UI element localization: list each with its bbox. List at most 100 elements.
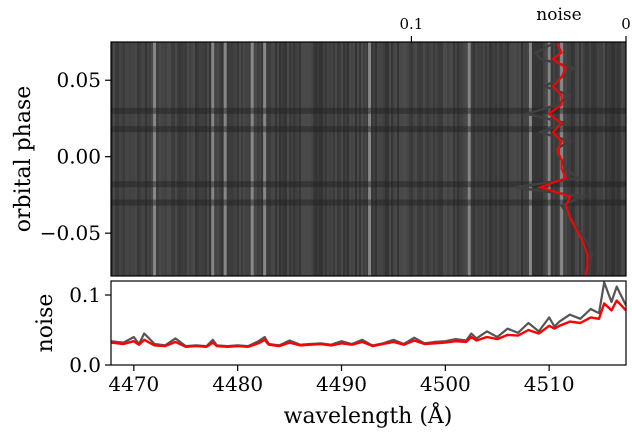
heatmap-column xyxy=(291,42,293,276)
heatmap-column xyxy=(393,42,395,276)
heatmap-column xyxy=(143,42,145,276)
heatmap-column xyxy=(511,42,513,276)
heatmap-column xyxy=(383,42,385,276)
heatmap-column xyxy=(481,42,483,276)
bottom-y-axis-label: noise xyxy=(33,294,58,353)
heatmap-column xyxy=(387,42,389,276)
heatmap-column xyxy=(157,42,159,276)
heatmap-column xyxy=(267,42,269,276)
heatmap-dark-band xyxy=(111,181,626,188)
heatmap-column xyxy=(287,42,289,276)
heatmap-column xyxy=(507,42,509,276)
heatmap-column xyxy=(237,42,239,276)
heatmap-column xyxy=(135,42,137,276)
heatmap-column xyxy=(551,42,553,276)
top-y-tick-label: −0.05 xyxy=(40,221,101,245)
heatmap-column xyxy=(271,42,273,276)
heatmap-bright-line xyxy=(153,42,157,276)
heatmap-column xyxy=(277,42,279,276)
heatmap-column xyxy=(359,42,361,276)
heatmap-column xyxy=(619,42,621,276)
heatmap-column xyxy=(191,42,193,276)
heatmap-column xyxy=(595,42,597,276)
heatmap-column xyxy=(261,42,263,276)
heatmap-column xyxy=(427,42,429,276)
heatmap-column xyxy=(239,42,241,276)
heatmap-column xyxy=(419,42,421,276)
bottom-x-tick-label: 4480 xyxy=(212,372,263,396)
heatmap-column xyxy=(341,42,343,276)
heatmap-column xyxy=(127,42,129,276)
heatmap-column xyxy=(525,42,527,276)
heatmap-column xyxy=(453,42,455,276)
heatmap-column xyxy=(297,42,299,276)
heatmap-column xyxy=(129,42,131,276)
heatmap-column xyxy=(215,42,217,276)
heatmap-column xyxy=(327,42,329,276)
heatmap-column xyxy=(609,42,611,276)
heatmap-column xyxy=(273,42,275,276)
noise-axis-label: noise xyxy=(536,5,581,25)
heatmap-column xyxy=(405,42,407,276)
heatmap-column xyxy=(617,42,619,276)
heatmap-column xyxy=(165,42,167,276)
heatmap-column xyxy=(269,42,271,276)
heatmap-column xyxy=(555,42,557,276)
heatmap-column xyxy=(527,42,529,276)
heatmap-column xyxy=(417,42,419,276)
heatmap-column xyxy=(147,42,149,276)
heatmap-column xyxy=(403,42,405,276)
heatmap-column xyxy=(133,42,135,276)
heatmap-column xyxy=(385,42,387,276)
heatmap-column xyxy=(209,42,211,276)
heatmap-dark-band xyxy=(111,126,626,133)
heatmap-column xyxy=(557,42,559,276)
heatmap-column xyxy=(485,42,487,276)
heatmap-column xyxy=(373,42,375,276)
heatmap-column xyxy=(437,42,439,276)
heatmap-column xyxy=(313,42,315,276)
heatmap-column xyxy=(379,42,381,276)
heatmap-column xyxy=(227,42,229,276)
heatmap-column xyxy=(121,42,123,276)
noise-spectrum-lines xyxy=(111,281,626,348)
heatmap-column xyxy=(375,42,377,276)
heatmap-column xyxy=(175,42,177,276)
heatmap-column xyxy=(505,42,507,276)
heatmap-column xyxy=(515,42,517,276)
heatmap-column xyxy=(353,42,355,276)
top-y-tick-label: 0.00 xyxy=(56,145,101,169)
heatmap-column xyxy=(193,42,195,276)
heatmap-column xyxy=(607,42,609,276)
heatmap-column xyxy=(249,42,251,276)
heatmap-column xyxy=(205,42,207,276)
heatmap-column xyxy=(363,42,365,276)
heatmap-column xyxy=(253,42,255,276)
heatmap-column xyxy=(199,42,201,276)
heatmap-column xyxy=(131,42,133,276)
heatmap-column xyxy=(145,42,147,276)
heatmap-column xyxy=(493,42,495,276)
bottom-panel: 0.0 0.1 4470 4480 4490 4500 4510 noise wavele… xyxy=(33,280,627,429)
heatmap-column xyxy=(319,42,321,276)
heatmap-column xyxy=(295,42,297,276)
heatmap-column xyxy=(451,42,453,276)
heatmap-column xyxy=(279,42,281,276)
heatmap-column xyxy=(161,42,163,276)
bottom-x-tick-label: 4490 xyxy=(316,372,367,396)
heatmap-column xyxy=(325,42,327,276)
heatmap-column xyxy=(275,42,277,276)
noise-profile-lines xyxy=(514,42,593,276)
heatmap-column xyxy=(219,42,221,276)
heatmap-column xyxy=(285,42,287,276)
heatmap-column xyxy=(439,42,441,276)
heatmap-column xyxy=(601,42,603,276)
heatmap-column xyxy=(329,42,331,276)
heatmap-column xyxy=(371,42,373,276)
noise-red-line xyxy=(111,299,626,348)
heatmap-column xyxy=(563,42,565,276)
heatmap-column xyxy=(331,42,333,276)
heatmap-column xyxy=(305,42,307,276)
heatmap-column xyxy=(185,42,187,276)
top-panel: 0.050.00−0.05 0.1 0 noise orbital phase xyxy=(11,5,631,277)
